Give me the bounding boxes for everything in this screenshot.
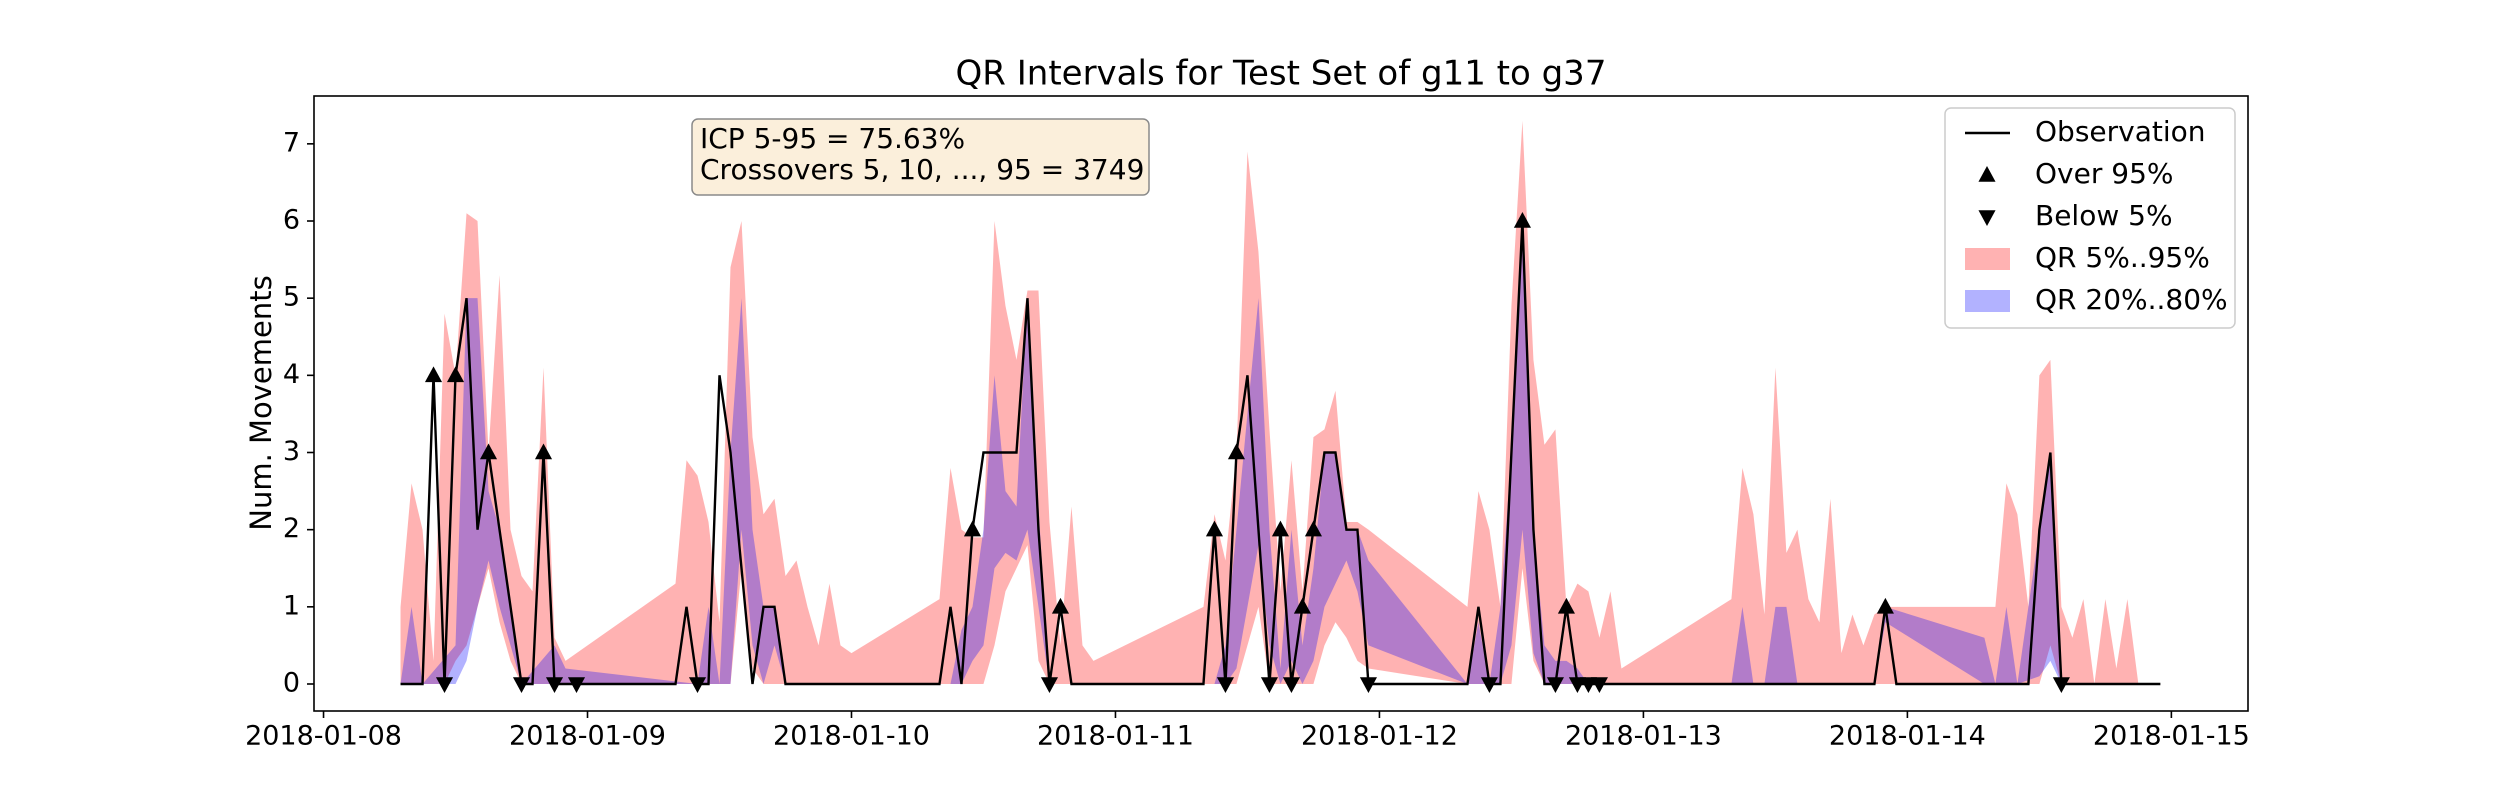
marker xyxy=(1590,677,1608,693)
marker xyxy=(1304,520,1322,537)
marker xyxy=(1568,677,1586,693)
y-tick-label: 2 xyxy=(283,513,300,544)
marker xyxy=(963,520,982,537)
quantile-band xyxy=(400,236,2062,684)
marker xyxy=(1282,677,1300,693)
y-tick-label: 6 xyxy=(283,205,300,236)
annotation-background xyxy=(691,118,1150,196)
y-tick-label: 5 xyxy=(283,282,300,313)
legend-swatch xyxy=(1978,210,1996,226)
marker xyxy=(534,443,553,460)
observation-line xyxy=(400,220,2161,686)
marker xyxy=(435,677,454,693)
marker xyxy=(1227,443,1246,460)
x-tick-label: 2018-01-15 xyxy=(2093,721,2250,752)
marker xyxy=(1260,677,1279,693)
x-tick-label: 2018-01-09 xyxy=(509,721,666,752)
annotation-line: Crossovers 5, 10, ..., 95 = 3749 xyxy=(700,153,1144,186)
legend-swatch xyxy=(1965,290,2010,312)
marker xyxy=(1293,597,1311,614)
legend-frame xyxy=(1944,107,2236,329)
y-tick-label: 0 xyxy=(283,667,300,698)
marker xyxy=(1359,677,1377,693)
legend-label: Over 95% xyxy=(2035,157,2173,190)
quantile-band xyxy=(400,120,2139,684)
marker xyxy=(446,366,465,383)
marker xyxy=(1513,212,1531,228)
marker xyxy=(545,677,564,693)
marker xyxy=(1480,677,1498,693)
legend-label: Below 5% xyxy=(2035,199,2173,232)
y-tick-label: 1 xyxy=(283,590,300,621)
marker xyxy=(1546,677,1564,693)
marker xyxy=(479,443,498,460)
marker xyxy=(1557,597,1575,614)
marker xyxy=(1040,677,1059,693)
marker xyxy=(1205,520,1224,537)
x-tick-label: 2018-01-10 xyxy=(773,721,930,752)
x-tick-label: 2018-01-14 xyxy=(1829,721,1986,752)
annotation-line: ICP 5-95 = 75.63% xyxy=(700,122,965,155)
y-axis-label: Num. Movements xyxy=(244,275,278,530)
marker xyxy=(2052,677,2070,693)
marker xyxy=(1876,597,1894,614)
y-tick-label: 4 xyxy=(283,359,300,390)
y-tick-label: 7 xyxy=(283,127,300,158)
marker xyxy=(688,677,707,693)
legend: Observation Over 95% Below 5% QR 5%..95% QR … xyxy=(1944,107,2236,329)
marker xyxy=(1271,520,1289,537)
legend-label: QR 20%..80% xyxy=(2035,283,2228,316)
marker xyxy=(512,677,531,693)
x-tick-label: 2018-01-13 xyxy=(1565,721,1722,752)
y-tick-label: 3 xyxy=(283,436,300,467)
x-tick-label: 2018-01-11 xyxy=(1037,721,1194,752)
marker xyxy=(1051,597,1070,614)
marker xyxy=(1216,677,1235,693)
marker xyxy=(424,366,443,383)
annotation-box: ICP 5-95 = 75.63% Crossovers 5, 10, ...,… xyxy=(691,118,1150,196)
plot-area xyxy=(400,120,2161,693)
marker xyxy=(567,677,586,693)
chart-title: QR Intervals for Test Set of g11 to g37 xyxy=(956,54,1607,94)
x-tick-label: 2018-01-12 xyxy=(1301,721,1458,752)
legend-swatch xyxy=(1965,248,2010,270)
legend-swatch xyxy=(1978,166,1996,182)
x-tick-label: 2018-01-08 xyxy=(245,721,402,752)
axes-frame xyxy=(313,95,2249,712)
legend-label: Observation xyxy=(2035,115,2206,148)
legend-label: QR 5%..95% xyxy=(2035,241,2210,274)
marker xyxy=(1579,677,1597,693)
